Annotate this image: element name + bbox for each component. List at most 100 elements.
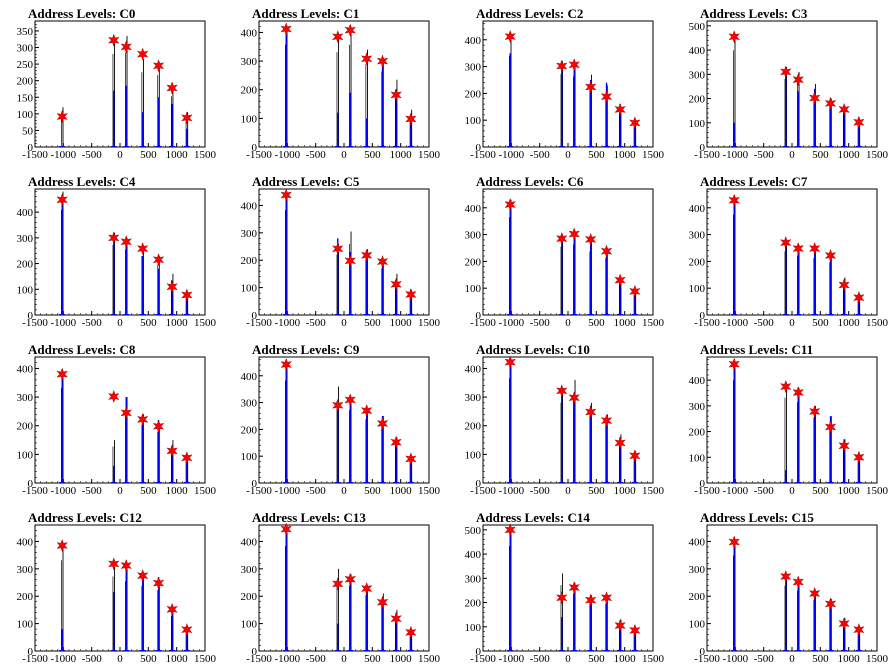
chart-title: Address Levels: C7 <box>700 174 808 189</box>
y-tick-label: 100 <box>241 451 258 463</box>
x-tick-label: 0 <box>117 653 123 665</box>
y-tick-label: 200 <box>17 76 34 88</box>
peak-star-marker <box>504 523 516 537</box>
x-tick-label: -1000 <box>722 653 748 665</box>
y-tick-label: 300 <box>465 230 482 242</box>
x-tick-label: -1500 <box>22 653 48 665</box>
x-tick-label: 0 <box>789 653 795 665</box>
peak-star-marker <box>376 254 389 269</box>
x-tick-label: -500 <box>754 149 775 161</box>
x-tick-label: 0 <box>341 317 347 329</box>
x-tick-label: -1000 <box>498 653 524 665</box>
x-tick-label: 0 <box>565 317 571 329</box>
x-tick-label: 500 <box>812 653 829 665</box>
plot-frame <box>258 356 430 484</box>
chart-title: Address Levels: C2 <box>476 6 583 21</box>
x-tick-label: -1000 <box>498 317 524 329</box>
peak-star-marker <box>390 88 402 102</box>
peak-star-marker <box>824 96 837 110</box>
peak-star-marker <box>108 231 120 245</box>
peak-star-marker <box>584 405 597 419</box>
peak-star-marker <box>853 290 865 305</box>
peak-star-marker <box>108 389 120 404</box>
y-tick-label: 200 <box>17 259 34 271</box>
y-tick-label: 100 <box>17 449 34 461</box>
peak-star-marker <box>120 558 132 573</box>
y-tick-label: 300 <box>465 392 482 404</box>
x-tick-label: -1000 <box>274 317 300 329</box>
y-tick-label: 0 <box>476 310 482 322</box>
peak-star-marker <box>556 591 568 605</box>
peak-star-marker <box>584 593 597 607</box>
peak-star-marker <box>556 59 568 73</box>
peak-star-marker <box>728 30 740 44</box>
y-tick-label: 400 <box>689 375 706 387</box>
x-tick-label: 1000 <box>838 485 861 497</box>
y-tick-label: 300 <box>689 69 706 81</box>
y-tick-label: 100 <box>465 283 482 295</box>
peak-star-marker <box>280 22 292 36</box>
y-tick-label: 100 <box>689 283 706 295</box>
peak-star-marker <box>332 398 344 412</box>
x-tick-label: 1000 <box>614 317 637 329</box>
peak-star-marker <box>56 193 68 207</box>
x-tick-label: 500 <box>364 485 381 497</box>
y-tick-label: 100 <box>689 619 706 631</box>
peak-star-marker <box>824 420 837 434</box>
chart-title: Address Levels: C12 <box>28 510 142 525</box>
peak-star-marker <box>600 244 613 258</box>
y-tick-label: 200 <box>17 591 34 603</box>
peak-star-marker <box>108 557 120 571</box>
plot-frame <box>34 20 206 148</box>
x-tick-label: 0 <box>341 485 347 497</box>
x-tick-label: 500 <box>812 485 829 497</box>
peak-star-marker <box>568 58 580 72</box>
peak-star-marker <box>166 602 178 616</box>
y-tick-label: 400 <box>17 536 34 548</box>
x-tick-label: -1500 <box>470 149 496 161</box>
peak-star-marker <box>166 81 178 95</box>
x-tick-label: 1000 <box>390 653 413 665</box>
peak-star-marker <box>344 23 356 37</box>
y-tick-label: 300 <box>689 564 706 576</box>
x-tick-label: -1000 <box>722 317 748 329</box>
peak-star-marker <box>405 287 417 302</box>
x-tick-label: -1000 <box>498 485 524 497</box>
y-tick-label: 0 <box>476 142 482 154</box>
chart-title: Address Levels: C9 <box>252 342 360 357</box>
x-tick-label: 1000 <box>390 485 413 497</box>
x-tick-label: 0 <box>789 149 795 161</box>
y-tick-label: 300 <box>241 564 258 576</box>
y-tick-label: 300 <box>17 43 34 55</box>
x-tick-label: 1000 <box>614 653 637 665</box>
peak-star-marker <box>629 116 641 130</box>
peak-star-marker <box>824 597 837 611</box>
x-tick-label: 1500 <box>642 149 665 161</box>
x-tick-label: -1500 <box>22 149 48 161</box>
peak-star-marker <box>780 65 792 79</box>
peak-star-marker <box>136 412 149 427</box>
plot-frame <box>706 188 878 316</box>
y-tick-label: 0 <box>700 142 706 154</box>
peak-star-marker <box>152 59 165 73</box>
x-tick-label: -500 <box>306 485 327 497</box>
x-tick-label: 0 <box>789 317 795 329</box>
peak-star-marker <box>136 569 149 583</box>
x-tick-label: 1500 <box>194 317 217 329</box>
peak-star-marker <box>166 280 178 294</box>
chart-title: Address Levels: C0 <box>28 6 135 21</box>
x-tick-label: -500 <box>530 149 551 161</box>
y-tick-label: 100 <box>465 622 482 634</box>
peak-star-marker <box>136 242 149 256</box>
y-tick-label: 200 <box>465 598 482 610</box>
y-tick-label: 400 <box>241 27 258 39</box>
y-tick-label: 100 <box>465 449 482 461</box>
y-tick-label: 100 <box>689 452 706 464</box>
peak-star-marker <box>56 538 68 553</box>
peak-star-marker <box>600 413 613 428</box>
x-tick-label: 1000 <box>838 653 861 665</box>
y-tick-label: 0 <box>252 142 258 154</box>
y-tick-label: 200 <box>465 88 482 100</box>
y-tick-label: 500 <box>465 525 482 537</box>
peak-star-marker <box>614 102 626 117</box>
